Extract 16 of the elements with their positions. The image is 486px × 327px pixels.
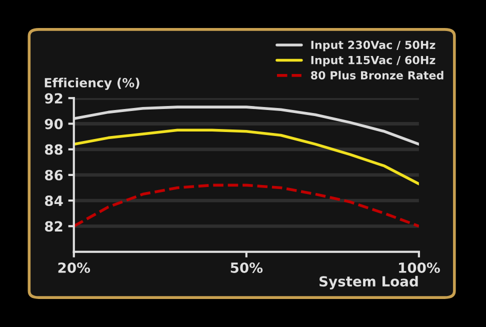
x-tick-label: 100% xyxy=(399,262,440,273)
y-tick-label: 92 xyxy=(44,93,62,104)
y-tick-label: 86 xyxy=(44,170,63,180)
legend-label: Input 230Vac / 50Hz xyxy=(311,40,436,52)
x-axis-title: System Load xyxy=(320,276,418,290)
y-tick-label: 88 xyxy=(44,144,63,155)
line-series xyxy=(74,184,419,228)
x-tick-label: 50% xyxy=(230,262,263,273)
y-tick-label: 90 xyxy=(44,118,63,130)
legend-label: 80 Plus Bronze Rated xyxy=(310,70,444,80)
y-tick-label: 82 xyxy=(44,221,62,232)
line-series xyxy=(74,128,419,186)
y-axis-title: Efficiency (%) xyxy=(44,78,140,90)
legend-label: Input 115Vac / 60Hz xyxy=(311,56,436,66)
x-tick-label: 20% xyxy=(58,262,90,273)
y-tick-label: 84 xyxy=(44,196,63,206)
